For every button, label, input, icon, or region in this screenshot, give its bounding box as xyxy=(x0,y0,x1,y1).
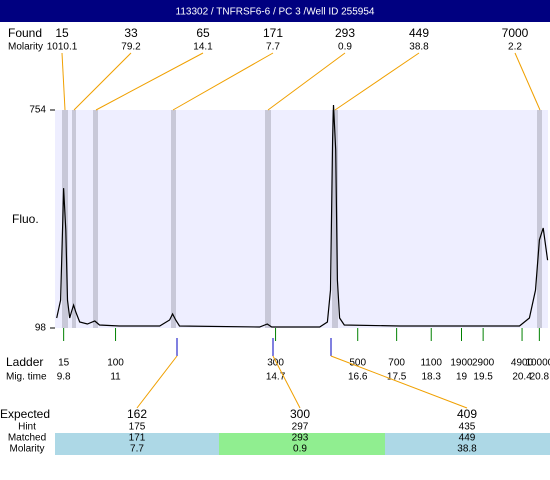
ladder-size: 15 xyxy=(58,358,70,369)
found-molarity: 79.2 xyxy=(121,42,141,53)
found-connector xyxy=(95,52,204,111)
ladder-time: 9.8 xyxy=(57,372,71,383)
cell-bg xyxy=(385,433,550,455)
ladder-size: 500 xyxy=(349,358,366,369)
ladder-time: 19.5 xyxy=(473,372,493,383)
ladder-time: 14.7 xyxy=(266,372,286,383)
found-connector xyxy=(514,52,541,111)
ladder-time: 11 xyxy=(110,372,121,383)
found-connector xyxy=(267,52,346,111)
ladder-time: 19 xyxy=(456,372,468,383)
mig-time-label: Mig. time xyxy=(6,372,47,383)
matched-value: 293 xyxy=(292,433,309,444)
ladder-size: 2900 xyxy=(472,358,495,369)
expected-connector xyxy=(330,355,468,409)
found-molarity: 38.8 xyxy=(409,42,429,53)
hint-value: 297 xyxy=(292,422,309,433)
trace xyxy=(56,104,549,328)
found-molarity: 0.9 xyxy=(338,42,352,53)
found-size: 449 xyxy=(409,26,429,40)
molarity-label: Molarity xyxy=(9,444,44,455)
found-size: 7000 xyxy=(502,26,529,40)
peak-band xyxy=(72,110,76,328)
expected-connector xyxy=(136,355,178,409)
peak-band xyxy=(93,110,98,328)
title-bar xyxy=(0,0,550,22)
peak-band xyxy=(265,110,271,328)
expected-size: 409 xyxy=(457,407,477,421)
found-molarity-label: Molarity xyxy=(8,42,43,53)
hint-label: Hint xyxy=(18,422,36,433)
expected-label: Expected xyxy=(0,407,50,421)
y-tick-label: 98 xyxy=(35,323,47,334)
molarity-value: 38.8 xyxy=(457,444,477,455)
ladder-size: 4900 xyxy=(511,358,534,369)
found-label: Found xyxy=(8,26,42,40)
ladder-label: Ladder xyxy=(6,355,43,369)
molarity-value: 0.9 xyxy=(293,444,307,455)
found-molarity: 14.1 xyxy=(193,42,213,53)
expected-size: 162 xyxy=(127,407,147,421)
ladder-time: 16.6 xyxy=(348,372,368,383)
ladder-time: 20.8 xyxy=(530,372,550,383)
found-size: 33 xyxy=(124,26,138,40)
ladder-size: 1100 xyxy=(420,358,442,369)
ladder-size: 700 xyxy=(388,358,405,369)
matched-label: Matched xyxy=(8,433,46,444)
peak-band xyxy=(332,110,338,328)
ladder-size: 10000 xyxy=(525,358,550,369)
molarity-value: 7.7 xyxy=(130,444,144,455)
hint-value: 175 xyxy=(129,422,146,433)
cell-bg xyxy=(55,433,219,455)
expected-size: 300 xyxy=(290,407,310,421)
expected-connector xyxy=(272,355,301,409)
found-molarity: 1010.1 xyxy=(47,42,78,53)
y-tick-label: 754 xyxy=(29,105,46,116)
peak-band xyxy=(537,110,542,328)
ladder-time: 17.5 xyxy=(387,372,407,383)
found-connector xyxy=(172,52,274,111)
found-size: 171 xyxy=(263,26,283,40)
found-size: 15 xyxy=(55,26,69,40)
ladder-time: 18.3 xyxy=(422,372,442,383)
plot-area xyxy=(55,110,548,328)
found-connector xyxy=(73,52,132,111)
ladder-time: 20.4 xyxy=(512,372,532,383)
cell-bg xyxy=(219,433,385,455)
ladder-size: 300 xyxy=(267,358,284,369)
found-molarity: 2.2 xyxy=(508,42,522,53)
found-connector xyxy=(61,52,66,111)
found-molarity: 7.7 xyxy=(266,42,280,53)
matched-value: 449 xyxy=(459,433,476,444)
found-size: 293 xyxy=(335,26,355,40)
ladder-size: 100 xyxy=(107,358,124,369)
ladder-size: 1900 xyxy=(450,358,473,369)
peak-band xyxy=(171,110,176,328)
hint-value: 435 xyxy=(459,422,476,433)
matched-value: 171 xyxy=(129,433,146,444)
found-size: 65 xyxy=(196,26,210,40)
found-connector xyxy=(334,52,420,111)
y-axis-label: Fluo. xyxy=(12,212,39,226)
title: 113302 / TNFRSF6-6 / PC 3 /Well ID 25595… xyxy=(176,7,375,18)
